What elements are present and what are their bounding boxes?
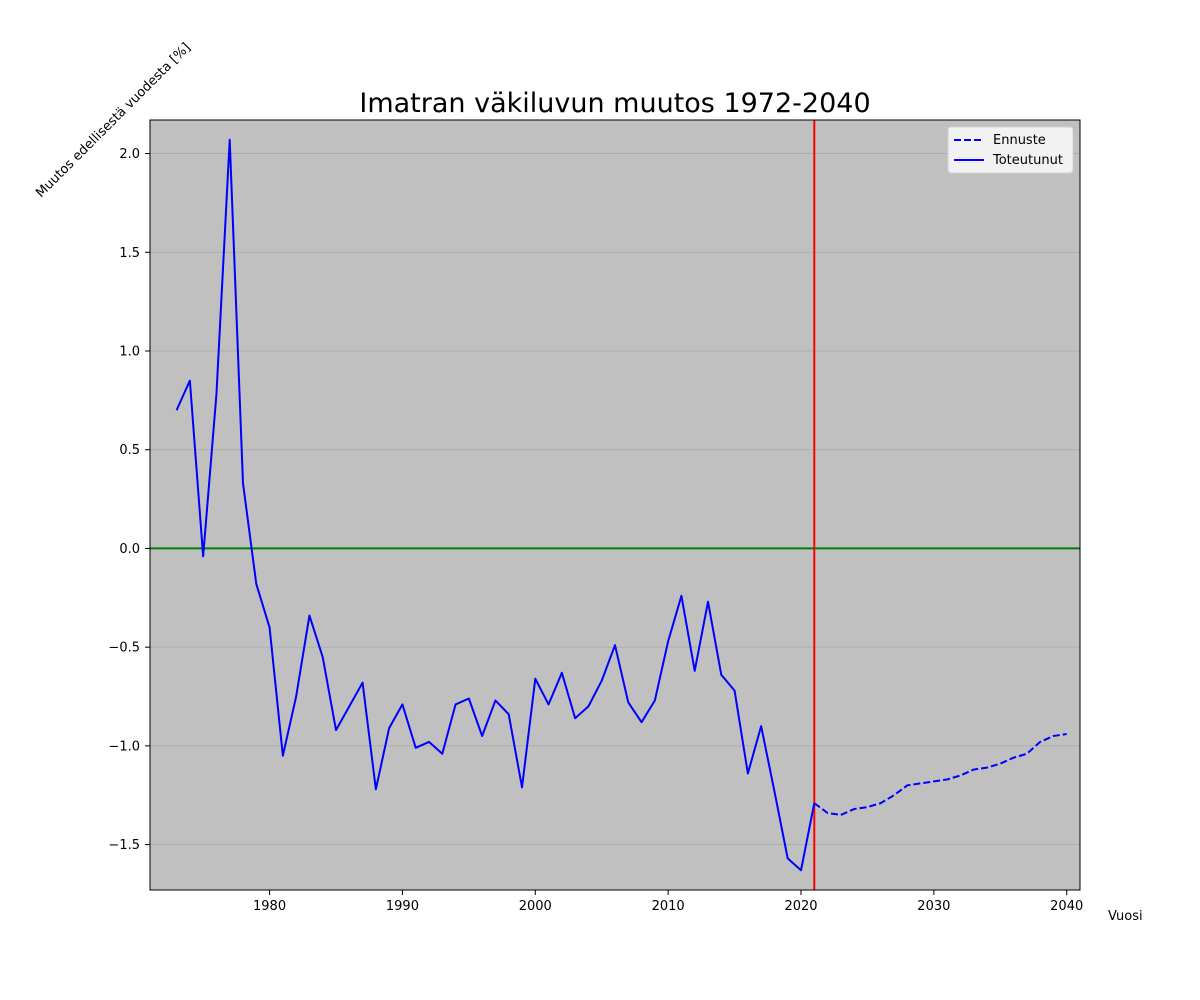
legend-box — [947, 126, 1074, 174]
x-tick-label: 2040 — [1050, 899, 1083, 914]
chart-title: Imatran väkiluvun muutos 1972-2040 — [359, 88, 870, 119]
x-tick-label: 2030 — [917, 899, 950, 914]
series-line-ennuste — [813, 733, 1067, 816]
y-tick-label: 0.0 — [119, 542, 140, 557]
x-axis: 1980 1990 2000 2010 2020 2030 2040 — [253, 890, 1083, 914]
legend-toteutunut-label: Toteutunut — [992, 153, 1063, 168]
series-line-toteutunut — [175, 138, 816, 872]
y-tick-label: 1.0 — [119, 345, 140, 360]
reference-lines — [150, 120, 1080, 890]
x-tick-label: 2020 — [784, 899, 817, 914]
y-tick-label: 2.0 — [119, 147, 140, 162]
plot-area — [150, 120, 1080, 890]
y-tick-label: −1.5 — [108, 838, 140, 853]
y-tick-label: −0.5 — [108, 641, 140, 656]
legend-ennuste-label: Ennuste — [993, 133, 1046, 148]
legend: Ennuste Toteutunut — [947, 126, 1074, 174]
x-tick-label: 2010 — [652, 899, 685, 914]
y-axis: −1.5 −1.0 −0.5 0.0 0.5 1.0 1.5 2.0 — [108, 147, 150, 853]
x-axis-label: Vuosi — [1108, 909, 1143, 924]
y-tick-label: 1.5 — [119, 246, 140, 261]
plot-frame — [149, 119, 1081, 891]
y-tick-label: −1.0 — [108, 739, 140, 754]
x-tick-label: 1980 — [253, 899, 286, 914]
series-layer — [175, 138, 1067, 872]
y-tick-label: 0.5 — [119, 443, 140, 458]
x-tick-label: 1990 — [386, 899, 419, 914]
x-tick-label: 2000 — [519, 899, 552, 914]
